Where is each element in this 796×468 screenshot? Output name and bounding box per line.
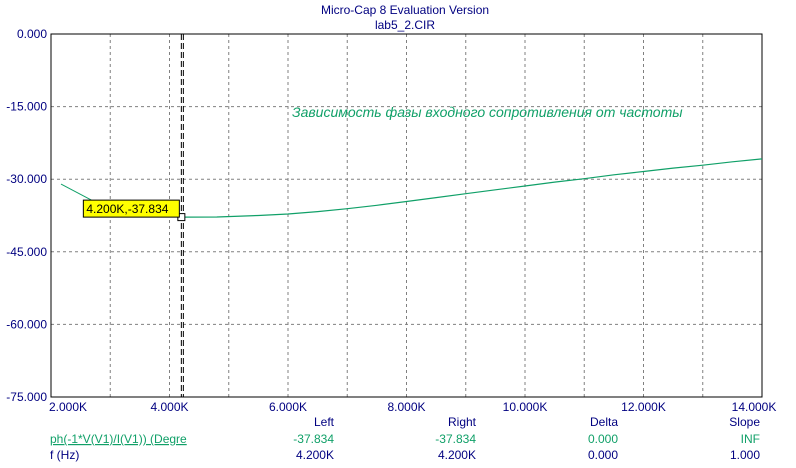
readout-expression-phase[interactable]: ph(-1*V(V1)/I(V1)) (Degre [50,432,187,446]
cursor-readout-table: Left Right Delta Slope ph(-1*V(V1)/I(V1)… [50,415,760,462]
y-tick-label: 0.000 [17,27,47,41]
x-tick-label: 4.000K [150,400,188,414]
x-axis-ticks: 2.000K 4.000K 6.000K 8.000K 10.000K 12.000K 14… [49,400,776,414]
x-tick-label: 8.000K [387,400,425,414]
readout-expression-frequency: f (Hz) [50,448,79,462]
readout-frequency-left: 4.200K [296,448,334,462]
cursor-value-label: 4.200K,-37.834 [86,202,168,216]
window-title: Micro-Cap 8 Evaluation Version [321,3,489,17]
cursor-value-box [82,199,180,218]
readout-header-slope: Slope [729,415,760,429]
x-tick-label: 10.000K [503,400,548,414]
series-line [181,158,763,218]
plot-grid [51,34,762,397]
readout-header-right: Right [448,415,477,429]
readout-header-left: Left [314,415,335,429]
y-tick-label: -60.000 [6,317,47,331]
series-group [181,158,763,218]
y-axis-ticks: 0.000 -15.000 -30.000 -45.000 -60.000 -75.000 [6,27,47,404]
readout-phase-slope: INF [741,432,760,446]
readout-frequency-delta: 0.000 [588,448,618,462]
plot-annotation: Зависимость фазы входного сопротивления … [292,104,683,120]
readout-phase-delta: 0.000 [588,432,618,446]
y-tick-label: -75.000 [6,390,47,404]
readout-header-delta: Delta [590,415,618,429]
cursor-callout-leader [60,183,92,201]
y-tick-label: -30.000 [6,172,47,186]
circuit-file-name: lab5_2.CIR [375,18,435,32]
x-tick-label: 12.000K [621,400,666,414]
readout-frequency-slope: 1.000 [730,448,760,462]
readout-phase-right: -37.834 [435,432,476,446]
readout-frequency-right: 4.200K [438,448,476,462]
y-tick-label: -45.000 [6,245,47,259]
readout-phase-left: -37.834 [293,432,334,446]
x-tick-label: 2.000K [49,400,87,414]
y-tick-label: -15.000 [6,100,47,114]
plot-frame [50,33,763,398]
x-tick-label: 14.000K [732,400,777,414]
x-tick-label: 6.000K [269,400,307,414]
